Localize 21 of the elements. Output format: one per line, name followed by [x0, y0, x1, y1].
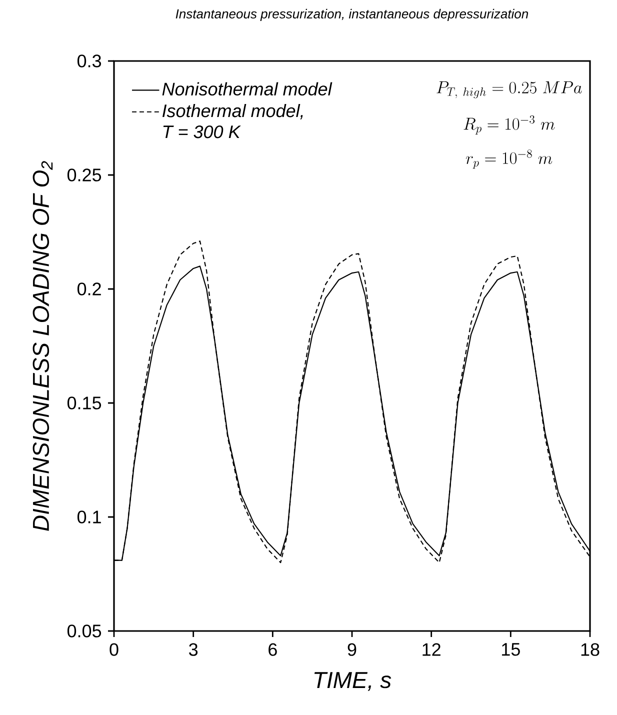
x-tick-label: 6 [268, 643, 277, 656]
legend-label: Isothermal model, T = 300 K [162, 104, 303, 138]
x-tick-label: 9 [348, 643, 356, 656]
x-tick-label: 0 [110, 643, 118, 656]
x-tick-label: 18 [581, 643, 600, 656]
y-tick-label: 0.2 [77, 282, 101, 296]
annotation: $P_{T,\ high} = 0.25\ MPa$ [436, 81, 582, 98]
x-tick-label: 12 [422, 643, 440, 656]
x-tick-label: 3 [189, 643, 198, 656]
x-axis-title: TIME, s [314, 672, 392, 691]
annotation: $r_{p} = 10^{-8}\ m$ [466, 150, 552, 169]
x-tick-label: 15 [502, 643, 520, 656]
y-tick-label: 0.3 [77, 54, 102, 68]
y-tick-label: 0.25 [67, 168, 102, 182]
y-axis-title: DIMENSIONLESS LOADING OF O$_{2}$ [32, 161, 53, 531]
chart-title: Instantaneous pressurization, instantaneous depressurization [176, 8, 528, 22]
y-tick-label: 0.05 [67, 624, 102, 638]
y-tick-label: 0.1 [77, 510, 101, 524]
y-tick-label: 0.15 [67, 396, 102, 410]
legend-label: Nonisothermal model [162, 82, 332, 96]
annotation: $R_{p} = 10^{-3}\ m$ [464, 115, 555, 134]
